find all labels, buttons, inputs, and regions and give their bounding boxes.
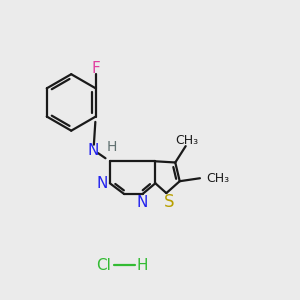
Text: N: N bbox=[137, 195, 148, 210]
Text: CH₃: CH₃ bbox=[176, 134, 199, 147]
Text: Cl: Cl bbox=[97, 258, 111, 273]
Text: CH₃: CH₃ bbox=[206, 172, 229, 185]
Text: F: F bbox=[92, 61, 101, 76]
Text: N: N bbox=[96, 176, 107, 191]
Text: N: N bbox=[88, 142, 99, 158]
Text: H: H bbox=[107, 140, 117, 154]
Text: S: S bbox=[164, 193, 175, 211]
Text: H: H bbox=[137, 258, 148, 273]
